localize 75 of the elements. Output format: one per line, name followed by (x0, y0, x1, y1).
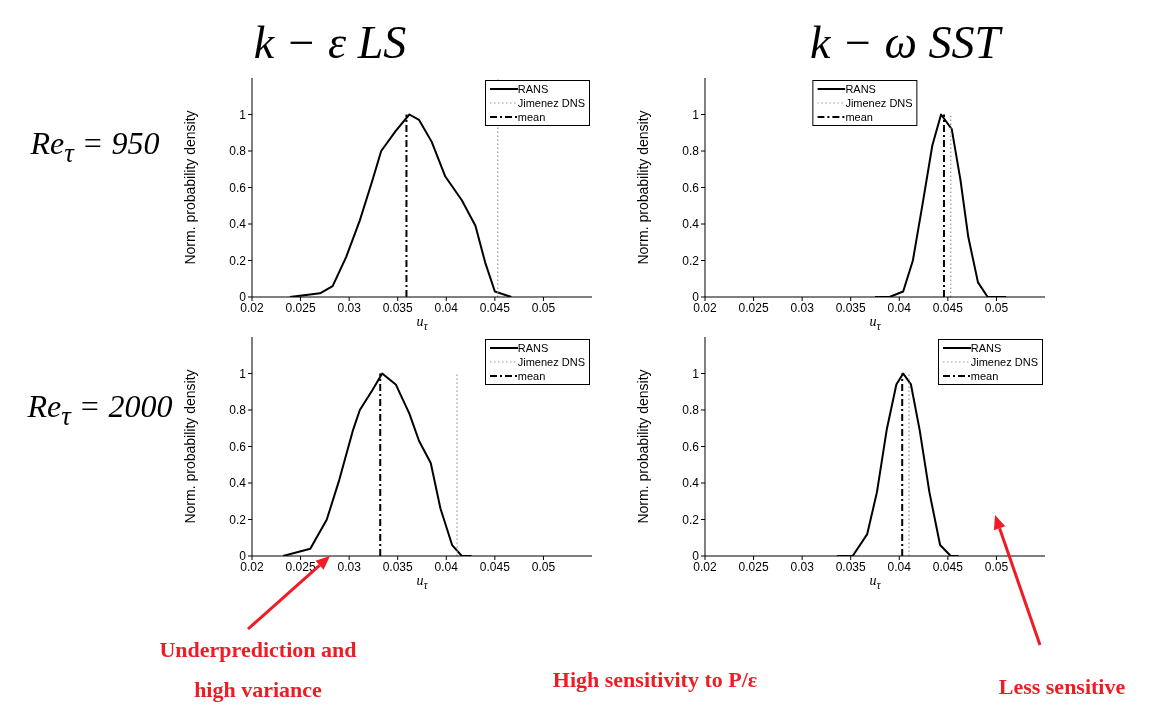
x-tick-label: 0.05 (531, 559, 556, 574)
x-axis-title: u$_{τ}$ (416, 573, 428, 592)
x-tick-label: 0.025 (285, 559, 316, 574)
legend-label: mean (517, 110, 546, 124)
x-tick-label: 0.04 (887, 559, 912, 574)
x-tick-label: 0.05 (984, 559, 1009, 574)
x-tick-label: 0.025 (285, 300, 316, 315)
y-tick-label: 0.4 (682, 476, 700, 491)
x-tick-label: 0.045 (932, 559, 964, 574)
legend-label: RANS (517, 82, 549, 96)
x-tick-label: 0.04 (434, 559, 459, 574)
y-tick-label: 0.4 (229, 217, 247, 232)
y-axis-title: Norm. probability density (634, 369, 651, 524)
legend-label: Jimenez DNS (517, 355, 585, 369)
y-tick-label: 1 (692, 366, 700, 381)
x-tick-label: 0.05 (531, 300, 556, 315)
y-tick-label: 1 (692, 107, 700, 122)
text: Less sensitive (998, 673, 1126, 701)
x-tick-label: 0.035 (382, 300, 414, 315)
y-tick-label: 0.2 (229, 512, 247, 527)
legend-label: Jimenez DNS (970, 355, 1038, 369)
y-tick-label: 0.4 (229, 476, 247, 491)
text: Underprediction and high variance (158, 636, 358, 704)
x-tick-label: 0.02 (693, 300, 717, 315)
x-tick-label: 0.02 (240, 559, 264, 574)
y-axis-title: Norm. probability density (634, 110, 651, 265)
text: High sensitivity to P/ε (552, 666, 758, 694)
y-tick-label: 0.6 (682, 439, 700, 454)
y-tick-label: 0.4 (682, 217, 700, 232)
legend-label: mean (970, 369, 999, 383)
legend-label: mean (517, 369, 546, 383)
x-tick-label: 0.03 (337, 300, 362, 315)
legend-label: mean (845, 110, 873, 124)
legend-label: RANS (517, 341, 549, 355)
x-tick-label: 0.05 (984, 300, 1009, 315)
x-tick-label: 0.02 (693, 559, 717, 574)
x-axis-title: u$_{τ}$ (869, 314, 881, 333)
y-tick-label: 0.8 (229, 144, 247, 159)
y-tick-label: 0.6 (682, 180, 700, 195)
x-tick-label: 0.04 (887, 300, 912, 315)
legend-label: Jimenez DNS (517, 96, 585, 110)
y-tick-label: 0.8 (229, 403, 247, 418)
legend-label: RANS (845, 82, 876, 96)
x-axis-title: u$_{τ}$ (869, 573, 881, 592)
y-tick-label: 1 (239, 366, 247, 381)
x-tick-label: 0.025 (738, 300, 769, 315)
x-tick-label: 0.02 (240, 300, 264, 315)
x-tick-label: 0.045 (479, 559, 511, 574)
y-tick-label: 0.2 (682, 512, 700, 527)
x-tick-label: 0.045 (932, 300, 964, 315)
y-axis-title: Norm. probability density (181, 369, 198, 524)
y-tick-label: 0.2 (229, 253, 247, 268)
x-tick-label: 0.03 (790, 300, 815, 315)
text: Re$_{τ}$ = 950 (30, 125, 160, 169)
chart-title: k − ε LS (253, 15, 407, 69)
y-axis-title: Norm. probability density (181, 110, 198, 265)
x-tick-label: 0.035 (382, 559, 414, 574)
legend-label: RANS (970, 341, 1002, 355)
legend-label: Jimenez DNS (845, 96, 913, 110)
y-tick-label: 0.6 (229, 439, 247, 454)
y-tick-label: 1 (239, 107, 247, 122)
x-tick-label: 0.03 (790, 559, 815, 574)
y-tick-label: 0.6 (229, 180, 247, 195)
text: Re$_{τ}$ = 2000 (27, 388, 173, 432)
chart-title: k − ω SST (809, 15, 1001, 69)
x-tick-label: 0.035 (835, 300, 867, 315)
x-tick-label: 0.03 (337, 559, 362, 574)
x-axis-title: u$_{τ}$ (416, 314, 428, 333)
y-tick-label: 0.2 (682, 253, 700, 268)
x-tick-label: 0.04 (434, 300, 459, 315)
y-tick-label: 0.8 (682, 144, 700, 159)
x-tick-label: 0.025 (738, 559, 769, 574)
x-tick-label: 0.045 (479, 300, 511, 315)
x-tick-label: 0.035 (835, 559, 867, 574)
y-tick-label: 0.8 (682, 403, 700, 418)
